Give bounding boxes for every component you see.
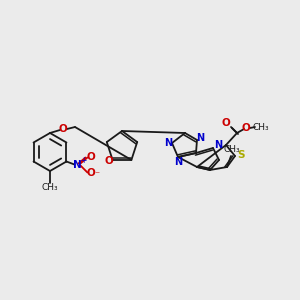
Text: N: N [196, 133, 204, 143]
Text: ⁻: ⁻ [94, 170, 99, 181]
Text: CH₃: CH₃ [253, 122, 269, 131]
Text: O: O [242, 123, 250, 133]
Text: CH₃: CH₃ [224, 146, 240, 154]
Text: N: N [214, 140, 222, 150]
Text: CH₃: CH₃ [42, 182, 58, 191]
Text: O: O [104, 156, 113, 166]
Text: O: O [58, 124, 68, 134]
Text: O: O [86, 152, 95, 161]
Text: N: N [174, 157, 182, 167]
Text: O: O [86, 169, 95, 178]
Text: N: N [73, 160, 82, 170]
Text: N: N [164, 138, 172, 148]
Text: +: + [80, 156, 87, 165]
Text: S: S [237, 150, 245, 160]
Text: O: O [222, 118, 230, 128]
